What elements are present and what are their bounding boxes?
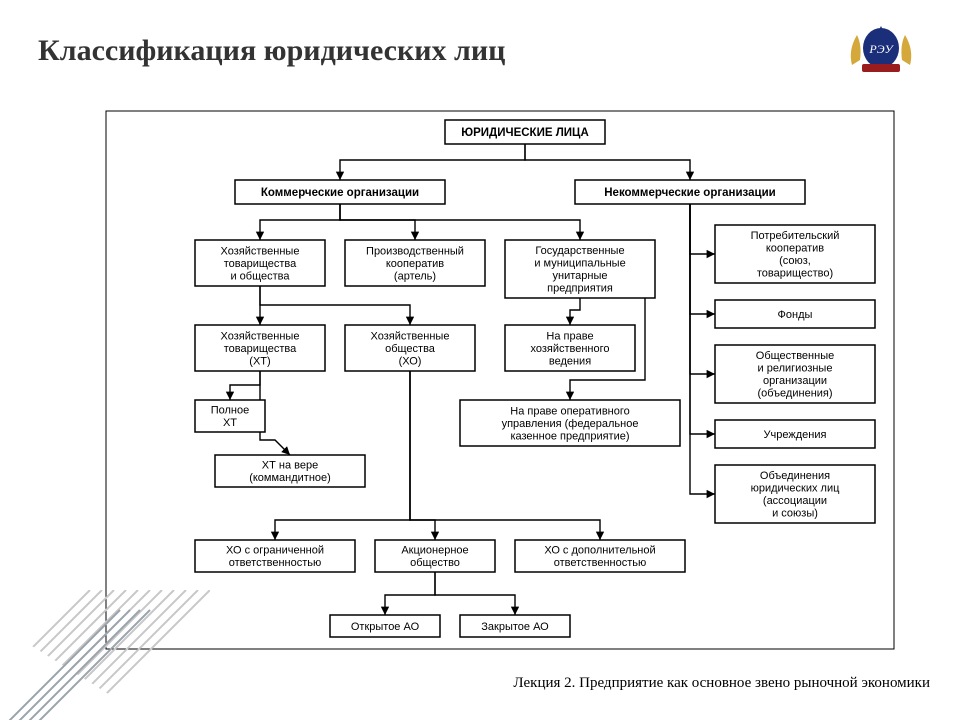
svg-text:юридических лиц: юридических лиц [751, 483, 841, 495]
node-prod: Производственныйкооператив(артель) [345, 240, 485, 286]
svg-text:и общества: и общества [230, 270, 290, 282]
svg-text:хозяйственного: хозяйственного [530, 343, 609, 355]
svg-text:товарищества: товарищества [224, 258, 297, 270]
edge-ho-ao [410, 371, 435, 540]
svg-text:(артель): (артель) [394, 270, 436, 282]
svg-text:ведения: ведения [549, 355, 591, 367]
svg-text:ХТ на вере: ХТ на вере [262, 460, 318, 472]
svg-text:и религиозные: и религиозные [758, 363, 833, 375]
svg-text:товарищества: товарищества [224, 343, 297, 355]
node-rel: Общественныеи религиозныеорганизации(объ… [715, 345, 875, 403]
svg-text:ЮРИДИЧЕСКИЕ ЛИЦА: ЮРИДИЧЕСКИЕ ЛИЦА [461, 127, 589, 139]
node-ht: Хозяйственныетоварищества(ХТ) [195, 325, 325, 371]
svg-text:Потребительский: Потребительский [751, 230, 840, 242]
edge-hto-ho [260, 286, 410, 325]
svg-text:управления (федеральное: управления (федеральное [502, 418, 639, 430]
node-obj: Объединенияюридических лиц(ассоциациии с… [715, 465, 875, 523]
corner-decoration [0, 590, 210, 720]
edge-ao-zao [435, 572, 515, 615]
node-fon: Фонды [715, 300, 875, 328]
svg-text:Полное: Полное [211, 405, 250, 417]
svg-text:Некоммерческие организации: Некоммерческие организации [604, 187, 775, 199]
node-ncom: Некоммерческие организации [575, 180, 805, 204]
node-hod: ХО с дополнительнойответственностью [515, 540, 685, 572]
org-chart: ЮРИДИЧЕСКИЕ ЛИЦА Коммерческие организации… [105, 110, 895, 670]
svg-text:Хозяйственные: Хозяйственные [221, 330, 300, 342]
svg-text:Закрытое АО: Закрытое АО [481, 621, 549, 633]
node-gos: Государственныеи муниципальныеунитарныеп… [505, 240, 655, 298]
svg-text:казенное предприятие): казенное предприятие) [510, 430, 629, 442]
svg-text:Хозяйственные: Хозяйственные [371, 330, 450, 342]
edge-ho-hod [410, 371, 600, 540]
node-uch: Учреждения [715, 420, 875, 448]
node-ho: Хозяйственныеобщества(ХО) [345, 325, 475, 371]
svg-text:ответственностью: ответственностью [229, 557, 321, 569]
svg-text:Общественные: Общественные [756, 350, 834, 362]
svg-text:На праве оперативного: На праве оперативного [510, 405, 630, 417]
svg-text:товарищество): товарищество) [757, 268, 833, 280]
edge-root-ncom [525, 144, 690, 180]
node-com: Коммерческие организации [235, 180, 445, 204]
node-opu: На праве оперативногоуправления (федерал… [460, 400, 680, 446]
node-pk: Потребительскийкооператив(союз,товарищес… [715, 225, 875, 283]
node-hv: На правехозяйственноговедения [505, 325, 635, 371]
svg-text:организации: организации [763, 375, 827, 387]
svg-text:кооператив: кооператив [766, 243, 824, 255]
svg-text:предприятия: предприятия [547, 283, 613, 295]
svg-text:ХО с дополнительной: ХО с дополнительной [544, 545, 655, 557]
svg-text:(союз,: (союз, [779, 255, 811, 267]
svg-text:На праве: На праве [546, 330, 593, 342]
svg-text:Открытое АО: Открытое АО [351, 621, 420, 633]
svg-text:общество: общество [410, 557, 460, 569]
node-zao: Закрытое АО [460, 615, 570, 637]
node-kom: ХТ на вере(коммандитное) [215, 455, 365, 487]
svg-text:(ХО): (ХО) [399, 355, 422, 367]
node-ao: Акционерноеобщество [375, 540, 495, 572]
svg-text:ХО с ограниченной: ХО с ограниченной [226, 545, 324, 557]
svg-text:общества: общества [385, 343, 436, 355]
node-full: ПолноеХТ [195, 400, 265, 432]
svg-text:унитарные: унитарные [553, 270, 608, 282]
svg-text:Государственные: Государственные [535, 245, 624, 257]
svg-text:РЭУ: РЭУ [868, 42, 894, 56]
edge-ao-oao [385, 572, 435, 615]
svg-text:Коммерческие организации: Коммерческие организации [261, 187, 419, 199]
node-hto: Хозяйственныетовариществаи общества [195, 240, 325, 286]
edge-ncom-rel [690, 204, 715, 374]
edge-root-com [340, 144, 525, 180]
svg-text:Акционерное: Акционерное [401, 545, 468, 557]
svg-text:кооператив: кооператив [386, 258, 444, 270]
edge-com-hto [260, 204, 340, 240]
svg-text:Хозяйственные: Хозяйственные [221, 245, 300, 257]
edge-ncom-uch [690, 204, 715, 434]
svg-text:и союзы): и союзы) [772, 508, 818, 520]
edge-ncom-obj [690, 204, 715, 494]
node-root: ЮРИДИЧЕСКИЕ ЛИЦА [445, 120, 605, 144]
svg-text:Объединения: Объединения [760, 470, 830, 482]
slide-footer: Лекция 2. Предприятие как основное звено… [513, 675, 930, 692]
svg-text:Производственный: Производственный [366, 245, 464, 257]
edge-com-gos [340, 204, 580, 240]
svg-text:Учреждения: Учреждения [764, 429, 827, 441]
node-oao: Открытое АО [330, 615, 440, 637]
svg-text:Фонды: Фонды [778, 309, 813, 321]
svg-text:(коммандитное): (коммандитное) [249, 472, 331, 484]
svg-text:(ассоциации: (ассоциации [763, 495, 827, 507]
edge-com-prod [340, 204, 415, 240]
svg-text:(объединения): (объединения) [757, 388, 832, 400]
svg-text:ХТ: ХТ [223, 417, 237, 429]
edge-ht-full [230, 371, 260, 400]
svg-text:(ХТ): (ХТ) [249, 355, 270, 367]
university-logo: РЭУ [842, 20, 920, 80]
edge-ncom-pk [690, 204, 715, 254]
node-hog: ХО с ограниченнойответственностью [195, 540, 355, 572]
edge-gos-hv [570, 298, 580, 325]
slide-title: Классификация юридических лиц [38, 34, 505, 68]
svg-text:и муниципальные: и муниципальные [534, 258, 625, 270]
edge-ncom-fon [690, 204, 715, 314]
svg-text:ответственностью: ответственностью [554, 557, 646, 569]
